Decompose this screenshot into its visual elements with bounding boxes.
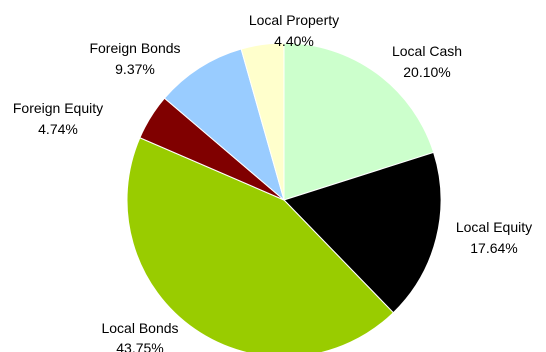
label-foreign-equity: Foreign Equity [13,100,103,116]
slice-local-property [240,42,285,201]
slice-local-cash [283,42,435,201]
label-foreign-bonds: Foreign Bonds [89,40,180,56]
pie-slices [126,42,442,352]
label-local-property: Local Property [249,12,339,28]
slice-local-equity [283,151,442,314]
slice-local-bonds [126,137,395,352]
pct-foreign-bonds: 9.37% [115,61,155,77]
pct-local-property: 4.40% [274,33,314,49]
slice-foreign-bonds [163,48,285,202]
label-local-cash: Local Cash [392,43,462,59]
label-local-equity: Local Equity [456,219,532,235]
pct-foreign-equity: 4.74% [38,121,78,137]
pct-local-cash: 20.10% [403,64,450,80]
pct-local-bonds: 43.75% [116,340,163,352]
label-local-bonds: Local Bonds [101,320,178,336]
pct-local-equity: 17.64% [470,240,517,256]
